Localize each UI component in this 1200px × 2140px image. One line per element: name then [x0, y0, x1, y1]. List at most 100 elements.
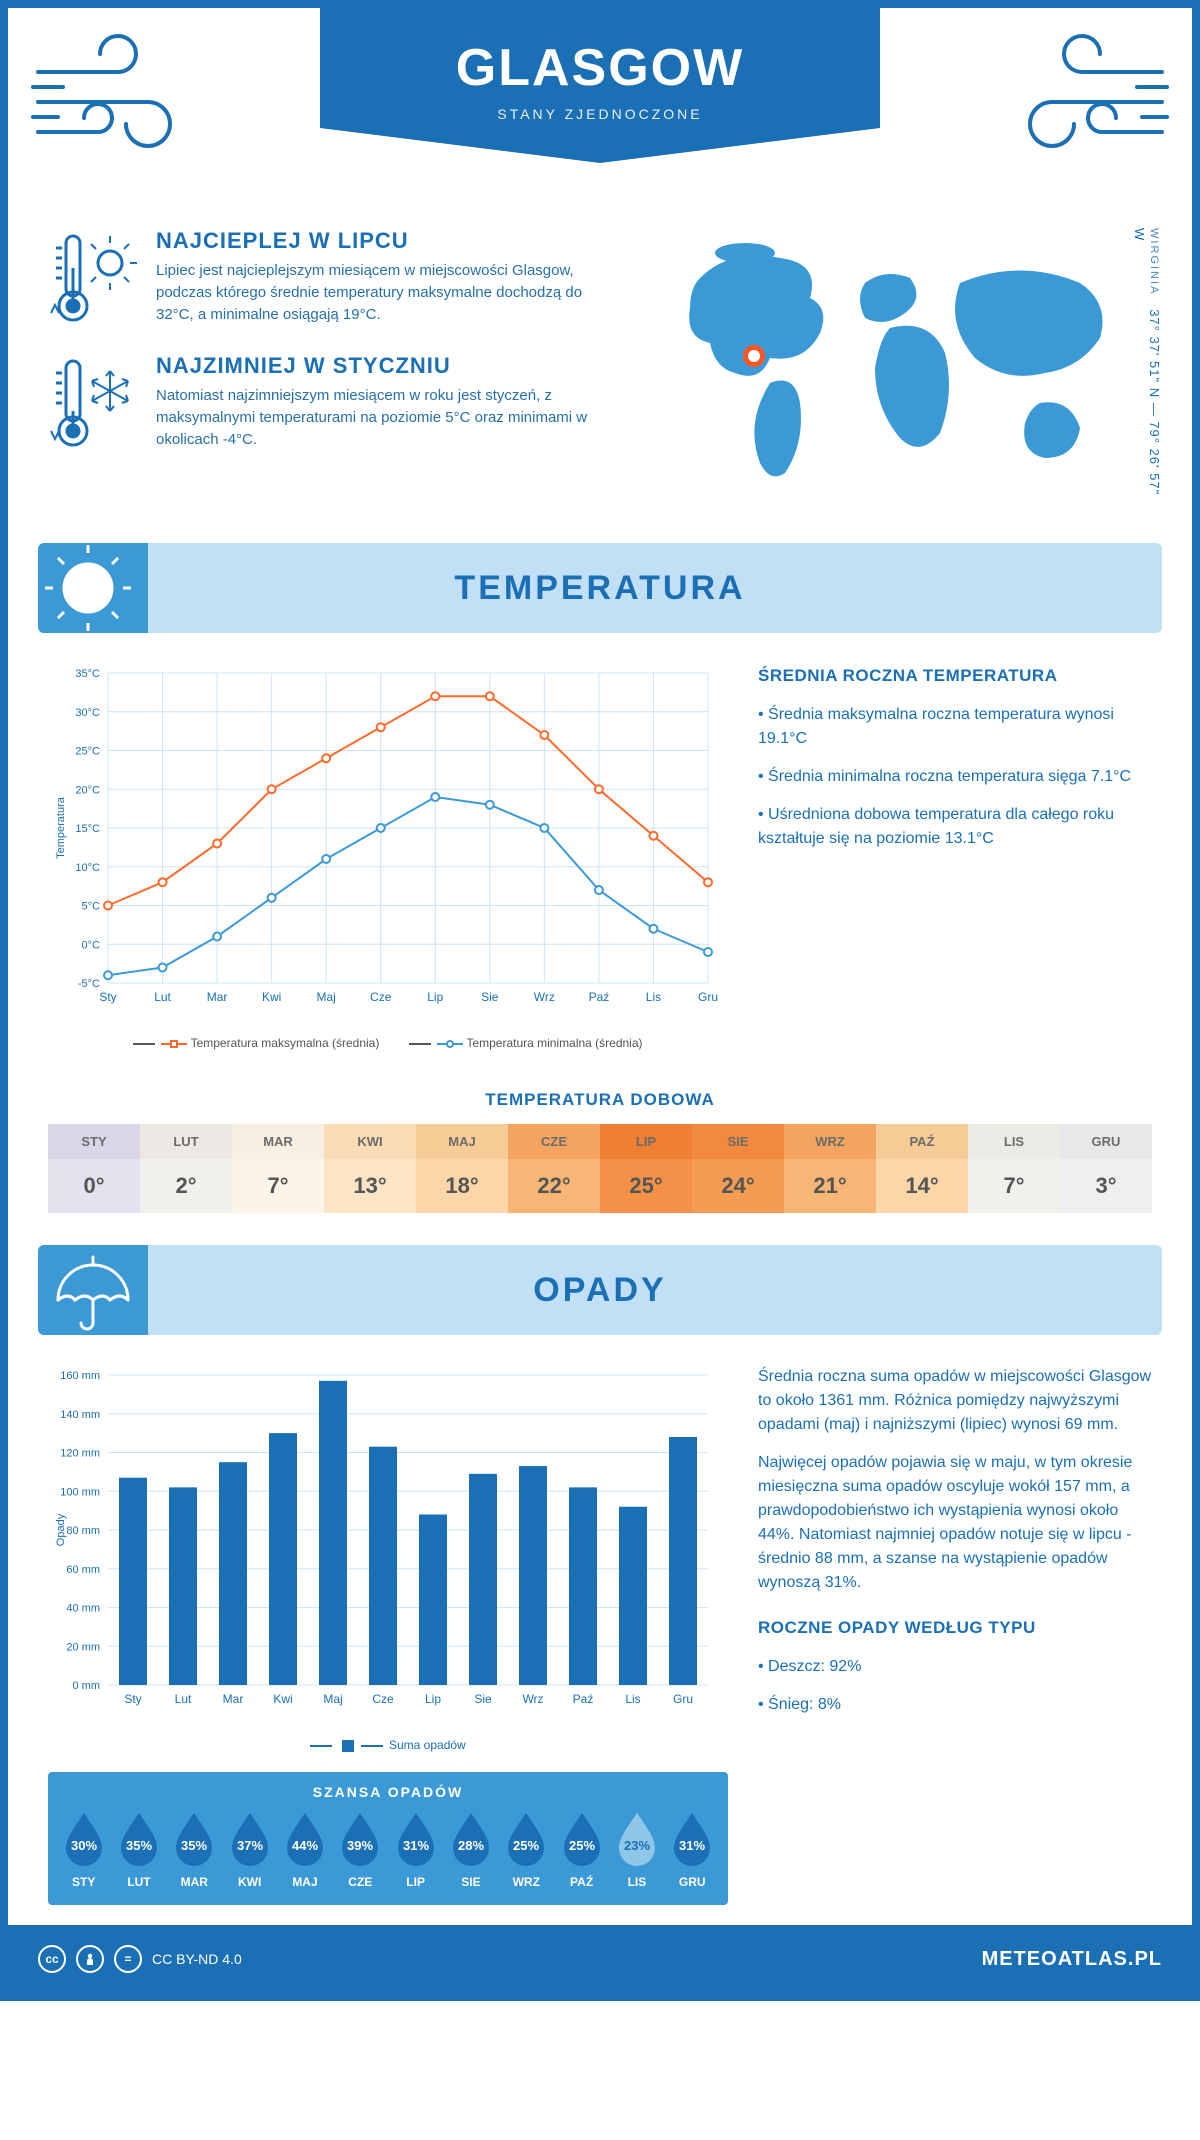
wind-icon-left	[28, 32, 198, 172]
nd-icon: =	[114, 1945, 142, 1973]
svg-text:Lut: Lut	[154, 990, 171, 1004]
hottest-title: NAJCIEPLEJ W LIPCU	[156, 228, 608, 254]
coldest-text: Natomiast najzimniejszym miesiącem w rok…	[156, 385, 608, 450]
thermometer-snow-icon	[48, 353, 138, 453]
svg-text:25°C: 25°C	[75, 746, 100, 758]
chance-drop: 35% LUT	[117, 1810, 161, 1889]
svg-text:40 mm: 40 mm	[66, 1603, 100, 1615]
map-svg	[628, 228, 1152, 508]
svg-text:Lip: Lip	[427, 990, 443, 1004]
svg-text:30°C: 30°C	[75, 707, 100, 719]
temperature-chart: -5°C0°C5°C10°C15°C20°C25°C30°C35°CStyLut…	[48, 663, 728, 1050]
by-icon	[76, 1945, 104, 1973]
chance-drop: 44% MAJ	[283, 1810, 327, 1889]
daily-cell: CZE 22°	[508, 1122, 600, 1215]
svg-text:Cze: Cze	[370, 990, 392, 1004]
svg-text:Sty: Sty	[124, 1692, 141, 1706]
svg-text:35°C: 35°C	[75, 668, 100, 680]
wind-icon-right	[1002, 32, 1172, 172]
chance-drop: 25% WRZ	[504, 1810, 548, 1889]
chance-drop: 31% GRU	[670, 1810, 714, 1889]
precip-type-title: ROCZNE OPADY WEDŁUG TYPU	[758, 1615, 1152, 1641]
chance-drop: 30% STY	[62, 1810, 106, 1889]
svg-text:Opady: Opady	[55, 1513, 67, 1546]
page-title: GLASGOW	[320, 38, 880, 98]
chance-drop: 31% LIP	[394, 1810, 438, 1889]
svg-text:Temperatura: Temperatura	[55, 796, 67, 859]
precip-type-item: • Deszcz: 92%	[758, 1655, 1152, 1679]
temp-bullet: • Średnia minimalna roczna temperatura s…	[758, 765, 1152, 789]
header: GLASGOW STANY ZJEDNOCZONE	[8, 8, 1192, 208]
page: GLASGOW STANY ZJEDNOCZONE	[0, 0, 1200, 2001]
svg-text:23%: 23%	[624, 1838, 650, 1853]
temperature-header: TEMPERATURA	[38, 543, 1162, 633]
world-map: WIRGINIA 37° 37' 51" N — 79° 26' 57" W	[628, 228, 1152, 513]
svg-text:15°C: 15°C	[75, 823, 100, 835]
svg-text:0°C: 0°C	[82, 939, 101, 951]
svg-text:Kwi: Kwi	[262, 990, 281, 1004]
svg-text:Gru: Gru	[673, 1692, 693, 1706]
svg-text:-5°C: -5°C	[78, 978, 100, 990]
svg-text:30%: 30%	[71, 1838, 97, 1853]
svg-text:140 mm: 140 mm	[60, 1409, 100, 1421]
daily-cell: MAR 7°	[232, 1122, 324, 1215]
svg-text:25%: 25%	[569, 1838, 595, 1853]
coldest-title: NAJZIMNIEJ W STYCZNIU	[156, 353, 608, 379]
svg-text:Gru: Gru	[698, 990, 718, 1004]
temperature-body: -5°C0°C5°C10°C15°C20°C25°C30°C35°CStyLut…	[8, 633, 1192, 1070]
chance-drop: 35% MAR	[172, 1810, 216, 1889]
temp-side-title: ŚREDNIA ROCZNA TEMPERATURA	[758, 663, 1152, 689]
region-label: WIRGINIA	[1148, 228, 1160, 295]
hottest-text: Lipiec jest najcieplejszym miesiącem w m…	[156, 260, 608, 325]
daily-cell: PAŹ 14°	[876, 1122, 968, 1215]
daily-cell: WRZ 21°	[784, 1122, 876, 1215]
coords-label: WIRGINIA 37° 37' 51" N — 79° 26' 57" W	[1132, 228, 1162, 513]
svg-text:Kwi: Kwi	[273, 1692, 292, 1706]
daily-cell: LUT 2°	[140, 1122, 232, 1215]
temp-legend: Temperatura maksymalna (średnia) Tempera…	[48, 1036, 728, 1050]
map-marker	[743, 345, 765, 367]
daily-cell: SIE 24°	[692, 1122, 784, 1215]
precip-title: OPADY	[38, 1245, 1162, 1335]
legend-precip: Suma opadów	[310, 1738, 465, 1752]
chance-drop: 23% LIS	[615, 1810, 659, 1889]
footer: cc = CC BY-ND 4.0 METEOATLAS.PL	[8, 1925, 1192, 1993]
coldest-block: NAJZIMNIEJ W STYCZNIU Natomiast najzimni…	[48, 353, 608, 453]
daily-cell: STY 0°	[48, 1122, 140, 1215]
temperature-line-chart: -5°C0°C5°C10°C15°C20°C25°C30°C35°CStyLut…	[48, 663, 728, 1023]
svg-text:120 mm: 120 mm	[60, 1448, 100, 1460]
svg-text:Mar: Mar	[223, 1692, 244, 1706]
svg-text:39%: 39%	[347, 1838, 373, 1853]
legend-max: Temperatura maksymalna (średnia)	[133, 1036, 379, 1050]
precip-header: OPADY	[38, 1245, 1162, 1335]
daily-cell: GRU 3°	[1060, 1122, 1152, 1215]
thermometer-sun-icon	[48, 228, 138, 328]
umbrella-icon	[38, 1245, 148, 1335]
svg-text:Maj: Maj	[323, 1692, 342, 1706]
svg-text:35%: 35%	[126, 1838, 152, 1853]
precip-para: Najwięcej opadów pojawia się w maju, w t…	[758, 1451, 1152, 1595]
svg-text:Cze: Cze	[372, 1692, 394, 1706]
svg-text:Lis: Lis	[646, 990, 661, 1004]
license-text: CC BY-ND 4.0	[152, 1951, 242, 1967]
daily-cell: LIP 25°	[600, 1122, 692, 1215]
precip-body: 0 mm20 mm40 mm60 mm80 mm100 mm120 mm140 …	[8, 1335, 1192, 1925]
svg-text:Maj: Maj	[317, 990, 336, 1004]
svg-text:0 mm: 0 mm	[73, 1680, 101, 1692]
svg-text:Lis: Lis	[625, 1692, 640, 1706]
precip-legend: Suma opadów	[48, 1738, 728, 1752]
svg-text:Paź: Paź	[589, 990, 610, 1004]
daily-temp-title: TEMPERATURA DOBOWA	[8, 1090, 1192, 1110]
svg-text:37%: 37%	[237, 1838, 263, 1853]
svg-text:31%: 31%	[679, 1838, 705, 1853]
daily-cell: KWI 13°	[324, 1122, 416, 1215]
legend-min: Temperatura minimalna (średnia)	[409, 1036, 642, 1050]
svg-text:35%: 35%	[181, 1838, 207, 1853]
svg-text:28%: 28%	[458, 1838, 484, 1853]
chance-drop: 28% SIE	[449, 1810, 493, 1889]
sun-icon	[38, 543, 148, 633]
hottest-block: NAJCIEPLEJ W LIPCU Lipiec jest najcieple…	[48, 228, 608, 328]
chance-drop: 37% KWI	[228, 1810, 272, 1889]
svg-text:Sie: Sie	[481, 990, 499, 1004]
svg-text:Paź: Paź	[573, 1692, 594, 1706]
